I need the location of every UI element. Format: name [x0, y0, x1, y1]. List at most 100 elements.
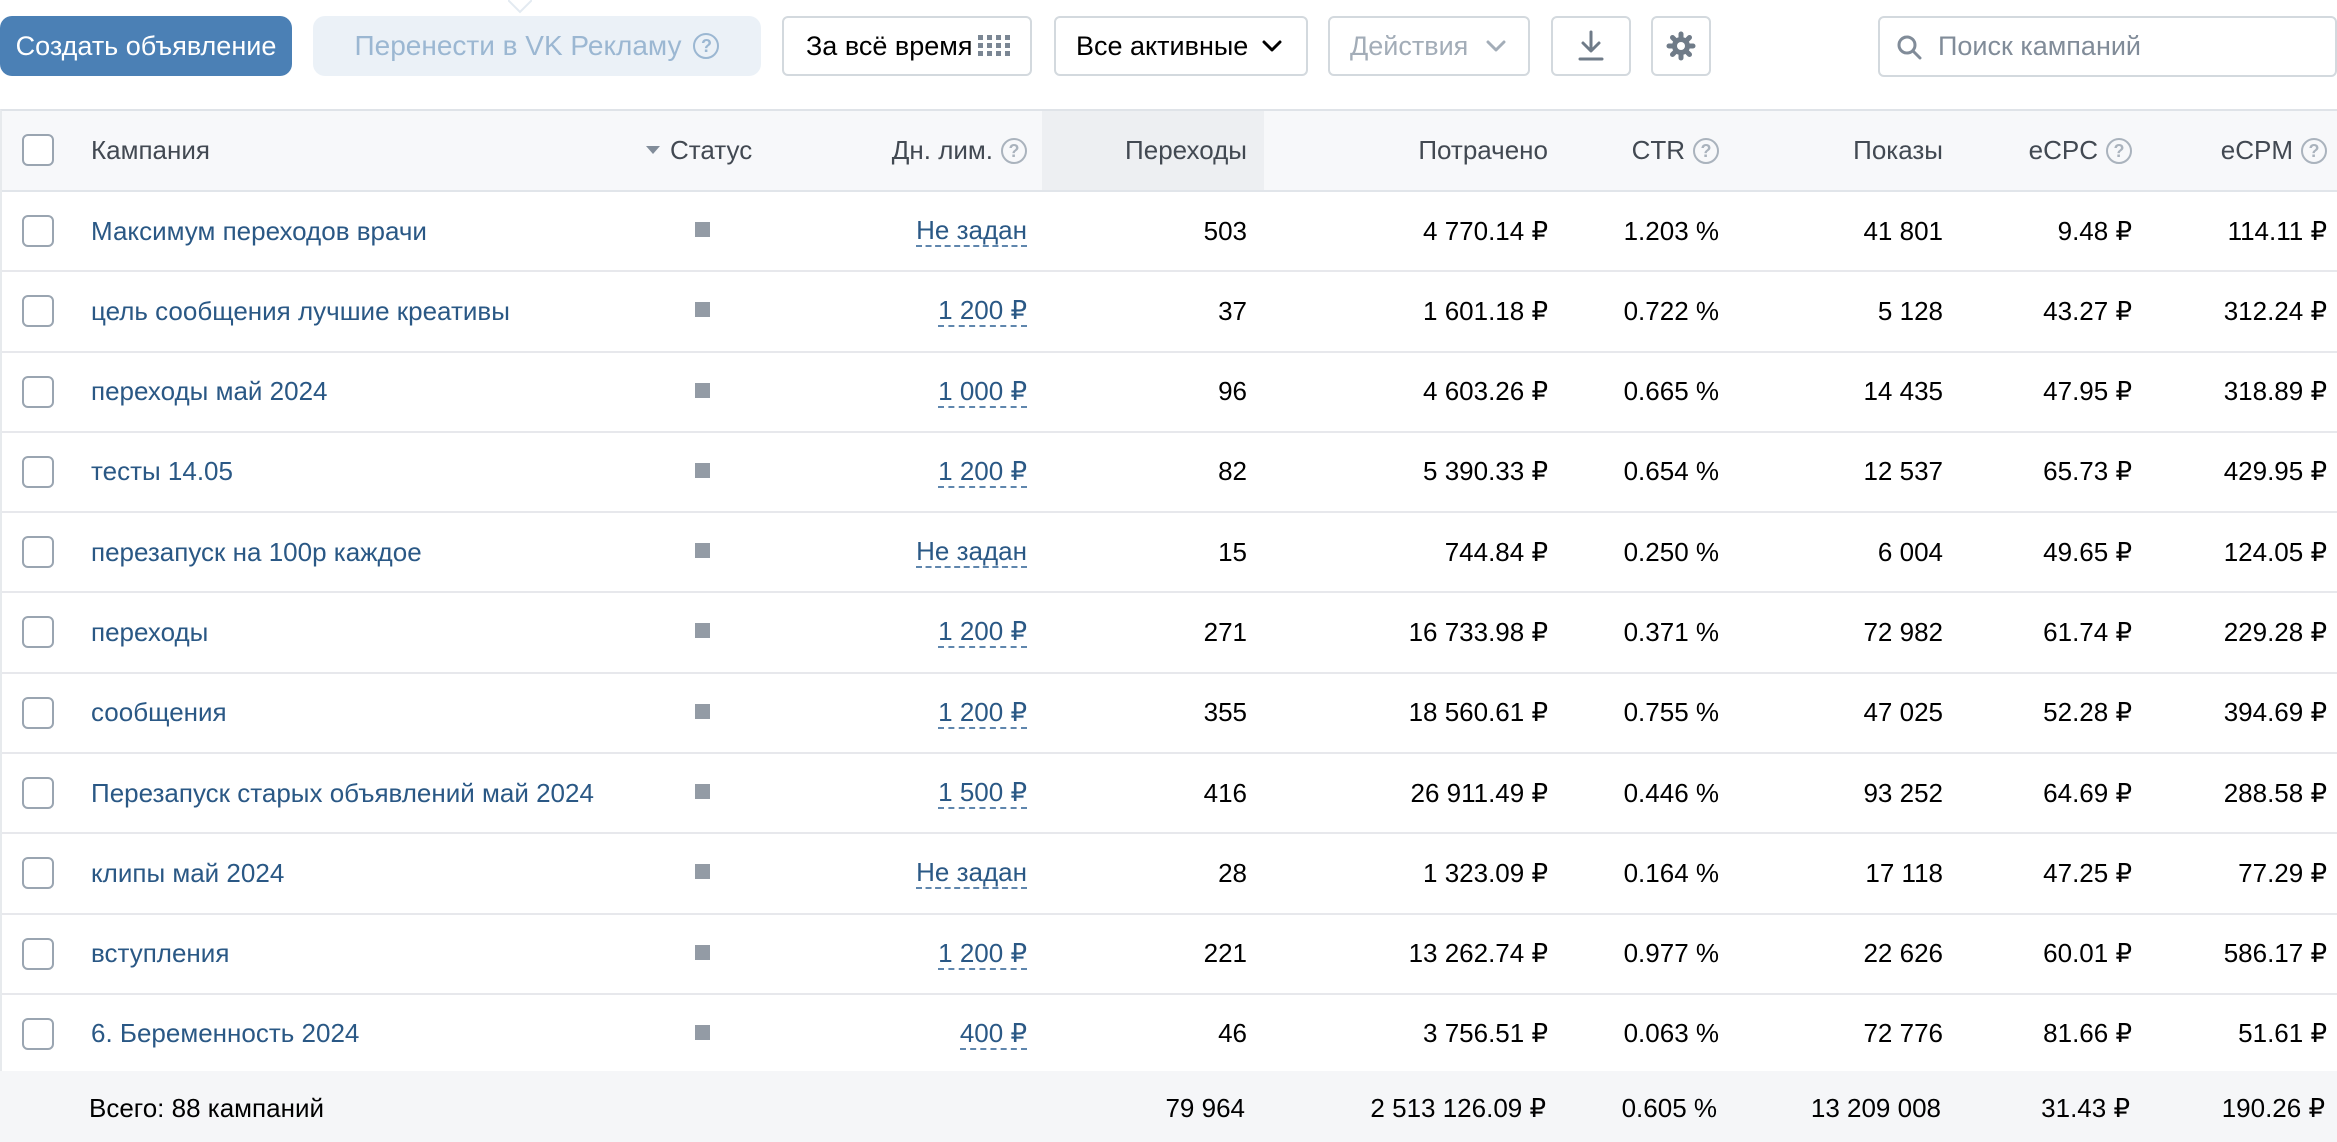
calendar-grid-icon — [978, 35, 1010, 56]
daily-limit-link[interactable]: 1 200 ₽ — [938, 455, 1027, 488]
status-indicator-icon — [695, 703, 710, 719]
settings-button[interactable] — [1651, 16, 1711, 76]
campaign-name-link[interactable]: сообщения — [91, 697, 227, 728]
help-icon[interactable]: ? — [2106, 137, 2132, 164]
create-ad-button[interactable]: Создать объявление — [0, 16, 292, 76]
impressions-value: 12 537 — [1863, 456, 1943, 487]
daily-limit-link[interactable]: 400 ₽ — [959, 1017, 1027, 1050]
column-header-impressions[interactable]: Показы — [1853, 135, 1943, 165]
help-icon[interactable]: ? — [1693, 137, 1719, 164]
daily-limit-link[interactable]: 1 500 ₽ — [938, 777, 1027, 810]
column-header-daily-limit[interactable]: Дн. лим. ? — [892, 111, 1027, 190]
daily-limit-link[interactable]: Не задан — [916, 857, 1027, 890]
actions-dropdown[interactable]: Действия — [1328, 16, 1530, 76]
column-header-spent[interactable]: Потрачено — [1418, 135, 1548, 165]
ctr-value: 0.755 % — [1623, 697, 1719, 728]
tooltip-notch-icon — [508, 0, 532, 14]
clicks-value: 503 — [1203, 215, 1247, 246]
transfer-label: Перенести в VK Рекламу — [354, 30, 682, 61]
campaign-search[interactable] — [1878, 16, 2337, 77]
ctr-value: 0.063 % — [1623, 1018, 1719, 1049]
row-checkbox[interactable] — [22, 777, 54, 810]
daily-limit-link[interactable]: Не задан — [916, 536, 1027, 569]
total-clicks-value: 79 964 — [1165, 1093, 1245, 1123]
clicks-value: 355 — [1203, 697, 1247, 728]
search-icon — [1897, 35, 1922, 59]
status-indicator-icon — [695, 623, 710, 639]
ctr-value: 1.203 % — [1623, 215, 1719, 246]
ctr-value: 0.164 % — [1623, 857, 1719, 888]
column-header-ecpc[interactable]: eCPC ? — [2029, 111, 2132, 190]
daily-limit-link[interactable]: Не задан — [916, 215, 1027, 247]
status-indicator-icon — [695, 462, 710, 478]
row-checkbox[interactable] — [22, 295, 54, 328]
daily-limit-link[interactable]: 1 200 ₽ — [938, 696, 1027, 729]
status-filter-dropdown[interactable]: Все активные — [1054, 16, 1308, 76]
column-header-campaign[interactable]: Кампания — [91, 135, 210, 165]
row-checkbox[interactable] — [22, 696, 54, 729]
ecpc-value: 81.66 ₽ — [2043, 1018, 2132, 1049]
row-checkbox[interactable] — [22, 616, 54, 649]
row-checkbox[interactable] — [22, 215, 54, 247]
total-ctr-value: 0.605 % — [1621, 1093, 1717, 1123]
help-icon[interactable]: ? — [2301, 137, 2327, 164]
help-icon[interactable]: ? — [1001, 137, 1027, 164]
row-checkbox[interactable] — [22, 1017, 54, 1050]
campaign-name-link[interactable]: переходы — [91, 616, 209, 647]
campaign-name-link[interactable]: тесты 14.05 — [91, 456, 233, 487]
table-row: тесты 14.05 1 200 ₽ 82 5 390.33 ₽ 0.654 … — [2, 432, 2337, 514]
daily-limit-link[interactable]: 1 000 ₽ — [938, 375, 1027, 408]
chevron-down-icon — [1262, 40, 1282, 52]
help-icon[interactable]: ? — [693, 33, 720, 59]
row-checkbox[interactable] — [22, 937, 54, 970]
spent-value: 16 733.98 ₽ — [1408, 616, 1548, 647]
column-header-status[interactable]: Статус — [646, 111, 752, 190]
impressions-value: 14 435 — [1863, 376, 1943, 407]
campaign-name-link[interactable]: клипы май 2024 — [91, 857, 285, 888]
row-checkbox[interactable] — [22, 455, 54, 488]
campaign-name-link[interactable]: 6. Беременность 2024 — [91, 1018, 360, 1049]
campaign-name-link[interactable]: Перезапуск старых объявлений май 2024 — [91, 777, 594, 808]
impressions-value: 72 776 — [1863, 1018, 1943, 1049]
clicks-value: 37 — [1218, 295, 1247, 326]
search-input[interactable] — [1938, 31, 2298, 62]
status-indicator-icon — [695, 382, 710, 398]
ecpm-value: 586.17 ₽ — [2223, 938, 2327, 969]
transfer-to-vk-ads-button[interactable]: Перенести в VK Рекламу ? — [313, 16, 761, 76]
ecpm-value: 394.69 ₽ — [2223, 697, 2327, 728]
row-checkbox[interactable] — [22, 536, 54, 569]
ctr-value: 0.722 % — [1623, 295, 1719, 326]
campaign-name-link[interactable]: вступления — [91, 938, 230, 969]
impressions-value: 17 118 — [1865, 857, 1943, 888]
campaign-name-link[interactable]: переходы май 2024 — [91, 376, 328, 407]
sorted-column-highlight — [1042, 111, 1264, 190]
period-selector[interactable]: За всё время — [782, 16, 1032, 76]
status-filter-label: Все активные — [1076, 30, 1249, 61]
row-checkbox[interactable] — [22, 857, 54, 890]
total-ecpc-value: 31.43 ₽ — [2041, 1093, 2130, 1123]
ecpm-value: 318.89 ₽ — [2223, 376, 2327, 407]
spent-value: 4 770.14 ₽ — [1423, 215, 1548, 246]
download-button[interactable] — [1551, 16, 1631, 76]
daily-limit-link[interactable]: 1 200 ₽ — [938, 616, 1027, 649]
status-indicator-icon — [695, 944, 710, 960]
column-header-ctr[interactable]: CTR ? — [1632, 111, 1719, 190]
row-checkbox[interactable] — [22, 375, 54, 408]
column-header-clicks[interactable]: Переходы — [1125, 135, 1247, 165]
ecpc-value: 49.65 ₽ — [2043, 536, 2132, 567]
ecpc-value: 64.69 ₽ — [2043, 777, 2132, 808]
daily-limit-link[interactable]: 1 200 ₽ — [938, 937, 1027, 970]
select-all-checkbox[interactable] — [22, 134, 54, 166]
campaign-name-link[interactable]: перезапуск на 100р каждое — [91, 536, 422, 567]
clicks-value: 416 — [1203, 777, 1247, 808]
status-indicator-icon — [695, 543, 710, 559]
clicks-value: 271 — [1203, 616, 1247, 647]
table-totals-row: Всего: 88 кампаний 79 964 2 513 126.09 ₽… — [0, 1071, 2337, 1142]
campaign-name-link[interactable]: Максимум переходов врачи — [91, 215, 427, 246]
campaign-name-link[interactable]: цель сообщения лучшие креативы — [91, 295, 510, 326]
ecpm-value: 288.58 ₽ — [2223, 777, 2327, 808]
impressions-value: 22 626 — [1863, 938, 1943, 969]
column-header-ecpm[interactable]: eCPM ? — [2221, 111, 2327, 190]
table-row: Перезапуск старых объявлений май 2024 1 … — [2, 754, 2337, 835]
daily-limit-link[interactable]: 1 200 ₽ — [938, 295, 1027, 328]
